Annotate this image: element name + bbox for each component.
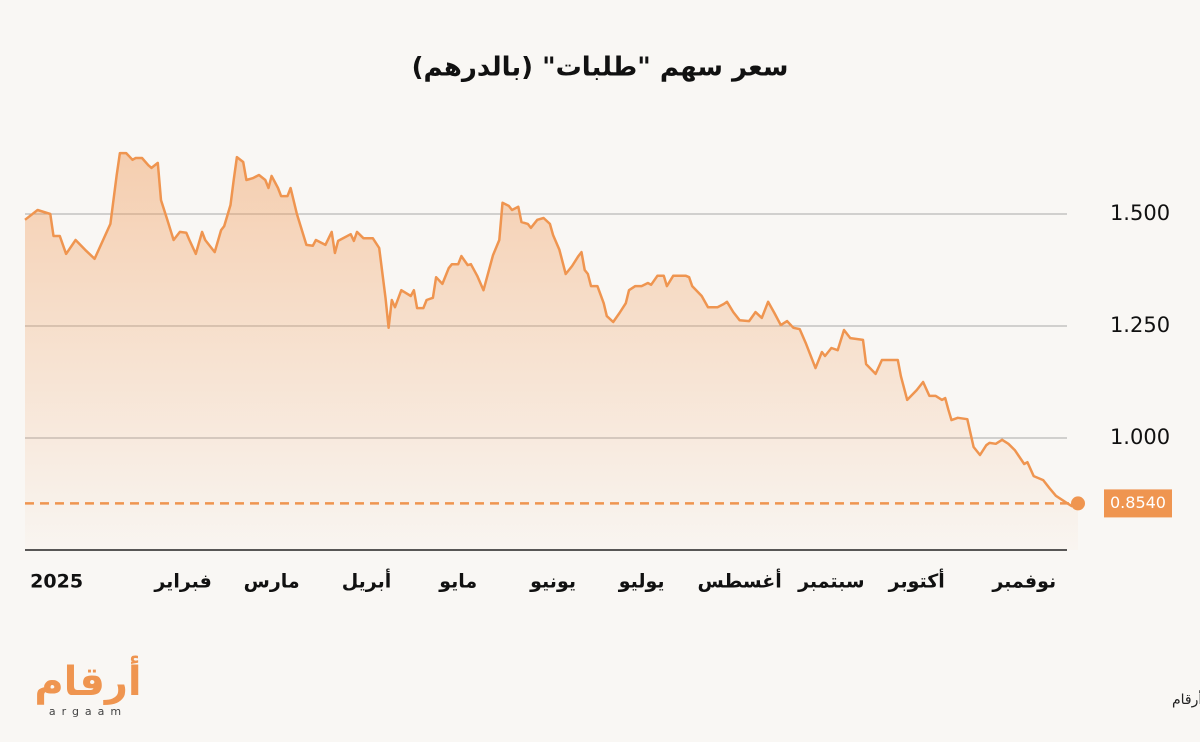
area — [25, 153, 1078, 550]
x-tick-label: مايو — [438, 571, 477, 593]
line — [24, 151, 1079, 508]
logo: أرقام — [34, 655, 141, 705]
chart-title: سعر سهم "طلبات" (بالدرهم) — [412, 53, 789, 83]
y-tick-label: 1.500 — [1110, 201, 1170, 225]
x-tick-label: سبتمبر — [797, 571, 865, 593]
x-tick-label: يوليو — [618, 571, 665, 593]
current-label-box — [1104, 489, 1172, 518]
x-tick-label: فبراير — [153, 571, 211, 593]
x-tick-label: أبريل — [342, 569, 392, 593]
x-tick-label: نوفمبر — [991, 571, 1056, 593]
x-tick-label: يونيو — [529, 571, 576, 593]
x-tick-label: مارس — [244, 571, 300, 593]
plot: 1.000 1.250 1.500 2025 فبراير مارس أبريل مايو يو… — [24, 151, 1172, 593]
x-tick-label: 2025 — [30, 571, 83, 593]
y-tick-label: 1.000 — [1110, 425, 1170, 449]
x-tick-label: أغسطس — [698, 569, 782, 593]
source: المصدر: ياهو فاينانس/ أرقام — [1172, 690, 1200, 708]
current-label: 0.8540 — [1110, 493, 1166, 512]
x-tick-label: أكتوبر — [888, 569, 945, 593]
y-tick-label: 1.250 — [1110, 313, 1170, 337]
current-dot — [1071, 496, 1085, 511]
logo-latin: argaam — [49, 705, 127, 718]
